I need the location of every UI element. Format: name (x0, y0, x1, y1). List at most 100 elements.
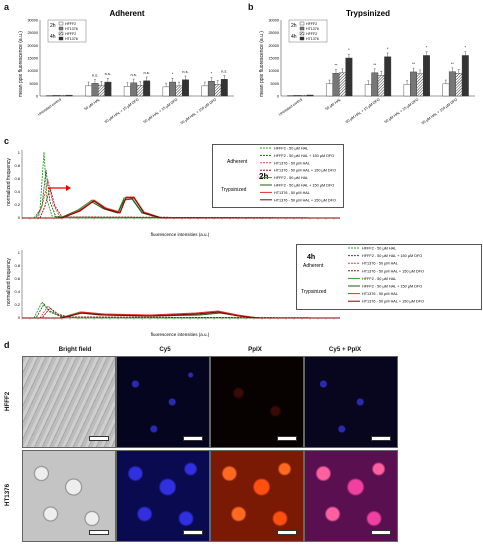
ytick-label: 0 (36, 95, 38, 99)
bar (104, 81, 112, 97)
bar (136, 85, 144, 97)
significance-label: n.s. (105, 71, 111, 76)
svg-text:0.2: 0.2 (14, 202, 20, 207)
svg-text:0.2: 0.2 (14, 302, 20, 307)
legend-entry: HFFF2 - 50 µM HAL (274, 147, 308, 151)
panel-c-top-legend-entries: HFFF2 - 50 µM HAL HFFF2 - 50 µM HAL + 150… (260, 147, 336, 202)
bar (306, 94, 314, 97)
bar (85, 85, 92, 97)
svg-text:1: 1 (18, 250, 21, 255)
bar (442, 83, 450, 97)
significance-label: ** (412, 61, 416, 66)
bar (403, 84, 411, 97)
bar (175, 85, 183, 97)
legend-entry: HT1376 - 50 µM HAL (274, 191, 310, 195)
bar (410, 71, 417, 97)
image-ht1376-merge (304, 450, 398, 542)
svg-text:HFFF2: HFFF2 (65, 32, 76, 36)
svg-text:HFFF2: HFFF2 (306, 32, 317, 36)
svg-text:0.8: 0.8 (14, 163, 20, 168)
curve-hfff2-hal (22, 151, 340, 219)
panel-a-label: a (4, 2, 10, 12)
bar (293, 95, 301, 97)
col-header-merge: Cy5 + PpIX (328, 346, 362, 353)
significance-label: n.s. (131, 72, 137, 77)
svg-text:0.6: 0.6 (14, 276, 20, 281)
category-label: Untreated control (37, 97, 62, 116)
image-hfff2-ppix (210, 356, 304, 448)
significance-label: n.s. (221, 68, 227, 73)
svg-text:0.4: 0.4 (14, 189, 20, 194)
legend-entry: HFFF2 - 50 µM HAL (362, 247, 396, 251)
scale-bar (371, 436, 391, 441)
bar (416, 73, 424, 97)
bar (130, 82, 138, 97)
svg-text:4h: 4h (50, 34, 56, 40)
category-label: Untreated control (278, 97, 303, 116)
bar (123, 86, 131, 97)
category-label: 50 µM HAL + 15 µM DFO (345, 97, 381, 124)
ytick-label: 10000 (268, 69, 279, 73)
panel-c-bottom-xlabel: fluorescence intensities (a.u.) (151, 332, 210, 337)
bar (423, 55, 430, 97)
bar (214, 84, 222, 97)
panel-c-bottom-legend-entries: HFFF2 - 50 µM HAL HFFF2 - 50 µM HAL + 150… (348, 247, 424, 304)
svg-text:Adherent: Adherent (227, 159, 248, 165)
panel-c-bottom-yticks: 0 0.2 0.4 0.6 0.8 1 (14, 250, 20, 320)
image-hfff2-merge (304, 356, 398, 448)
image-ht1376-cy5 (116, 450, 210, 542)
ytick-label: 25000 (268, 31, 279, 35)
image-ht1376-brightfield (22, 450, 116, 542)
svg-text:1: 1 (18, 150, 21, 155)
scale-bar (277, 436, 297, 441)
legend-entry: HFFF2 - 50 µM HAL + 150 µM DFO (274, 154, 334, 158)
bar (345, 57, 353, 97)
bar (364, 84, 372, 97)
category-label: 50 µM HAL + 150 µM DFO (421, 97, 458, 125)
panel-a-bars (46, 75, 228, 97)
bar (448, 71, 456, 97)
scale-bar (183, 436, 203, 441)
ytick-label: 30000 (268, 19, 279, 23)
svg-text:HT1376: HT1376 (65, 27, 78, 31)
svg-text:0: 0 (18, 315, 21, 320)
significance-label: ** (451, 61, 455, 66)
panel-c-top-xlabel: fluorescence intensities (a.u.) (151, 232, 210, 237)
scale-bar (277, 530, 297, 535)
bar (143, 80, 151, 97)
panel-a-legend: 2h 4h HFFF2 HT1376 HFFF2 HT1376 (47, 19, 87, 43)
ytick-label: 20000 (27, 44, 38, 48)
image-hfff2-brightfield (22, 356, 116, 448)
col-header-brightfield: Bright field (58, 346, 92, 353)
category-label: 50 µM HAL + 15 µM DFO (104, 97, 140, 124)
row-header-hfff2: HFFF2 (4, 391, 11, 411)
panel-a-ylabel: mean ppix fluorescence (a.u.) (18, 31, 24, 97)
image-hfff2-cy5 (116, 356, 210, 448)
svg-text:Trypsinized: Trypsinized (301, 289, 327, 295)
panel-a-categories: Untreated control 50 µM HAL 50 µM HAL + 15… (37, 97, 217, 125)
image-ht1376-ppix (210, 450, 304, 542)
svg-text:2h: 2h (291, 23, 297, 29)
bar (220, 79, 228, 97)
significance-label: ** (373, 62, 377, 67)
ytick-label: 5000 (271, 82, 279, 86)
panel-b-legend: 2h 4h HFFF2 HT1376 HFFF2 HT1376 (288, 19, 328, 43)
ytick-label: 5000 (30, 82, 38, 86)
panel-c-bottom-chart: normalized frequency 0 0.2 0.4 0.6 0.8 1… (6, 250, 341, 337)
panel-c-top-ylabel: normalized frequency (6, 158, 12, 206)
bar (169, 81, 176, 97)
legend-entry: HT1376 - 50 µM HAL + 150 µM DFO (274, 198, 336, 202)
panel-c-top-chart: normalized frequency 0 0.2 0.4 0.6 0.8 1… (6, 150, 341, 237)
scale-bar (371, 530, 391, 535)
panel-b-categories: Untreated control 50 µM HAL 50 µM HAL + 15… (278, 97, 458, 125)
significance-label: n.s. (92, 72, 98, 77)
bar (162, 86, 170, 97)
svg-text:0.8: 0.8 (14, 263, 20, 268)
significance-label: * (211, 70, 213, 75)
col-header-cy5: Cy5 (159, 346, 171, 353)
legend-entry: HFFF2 - 50 µM HAL (362, 277, 396, 281)
bar (300, 95, 308, 97)
legend-entry: HT1376 - 50 µM HAL + 150 µM DFO (274, 169, 336, 173)
ytick-label: 15000 (268, 57, 279, 61)
significance-label: n.s. (182, 69, 188, 74)
